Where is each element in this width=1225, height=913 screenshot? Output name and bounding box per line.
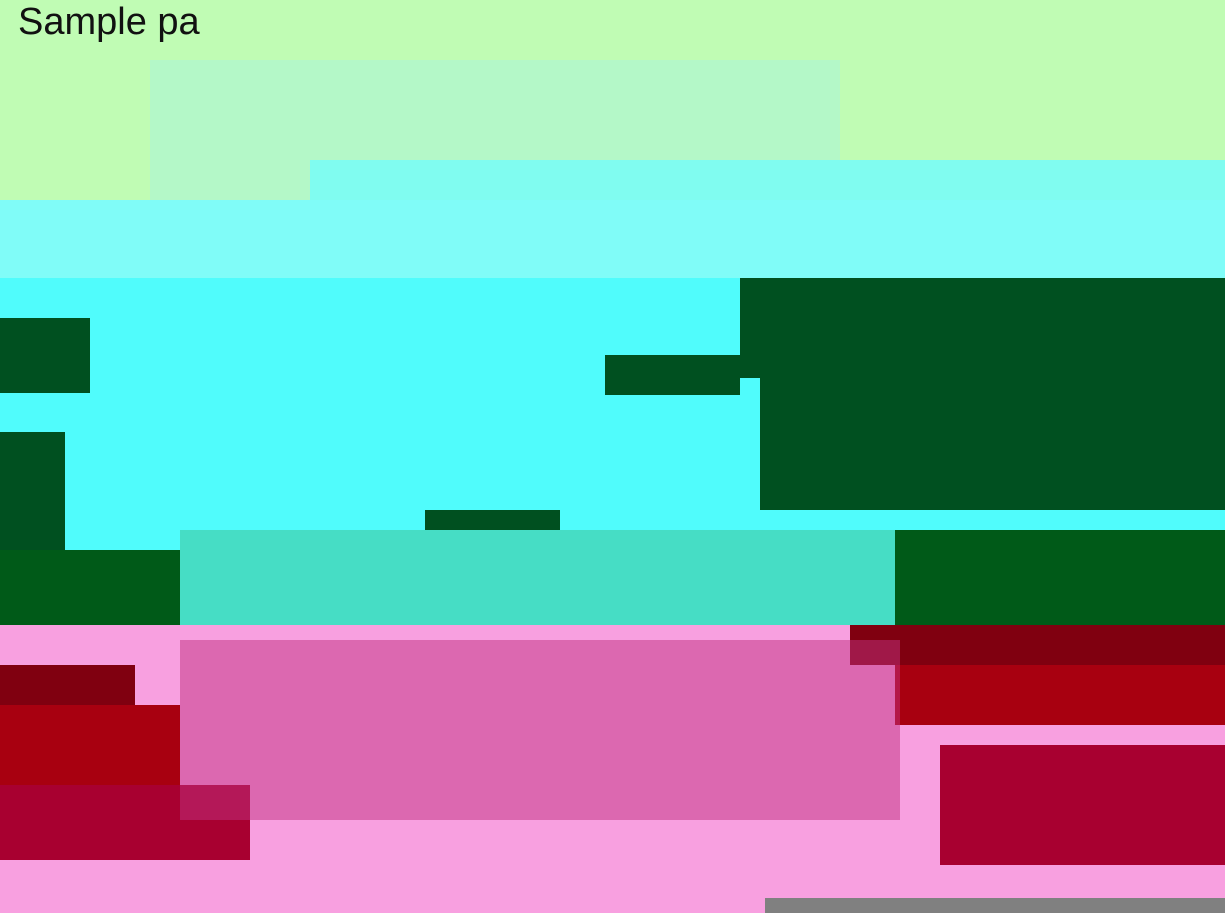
red-block [850,625,1225,665]
noise-band [180,530,895,625]
green-block [0,550,180,625]
content-strip [0,200,1225,278]
page-title: Sample pa [18,1,201,43]
green-block [0,432,65,550]
green-block [895,530,1225,625]
red-block [0,665,135,705]
red-block [940,745,1225,865]
red-block [0,705,180,785]
scroll-bar [765,898,1225,913]
green-block [0,318,90,393]
green-block [425,510,560,530]
green-block [605,355,740,395]
header-strip [310,160,1225,200]
noise-band [180,640,900,820]
red-block [895,665,1225,725]
green-block [760,378,1225,510]
green-block [740,278,1225,378]
